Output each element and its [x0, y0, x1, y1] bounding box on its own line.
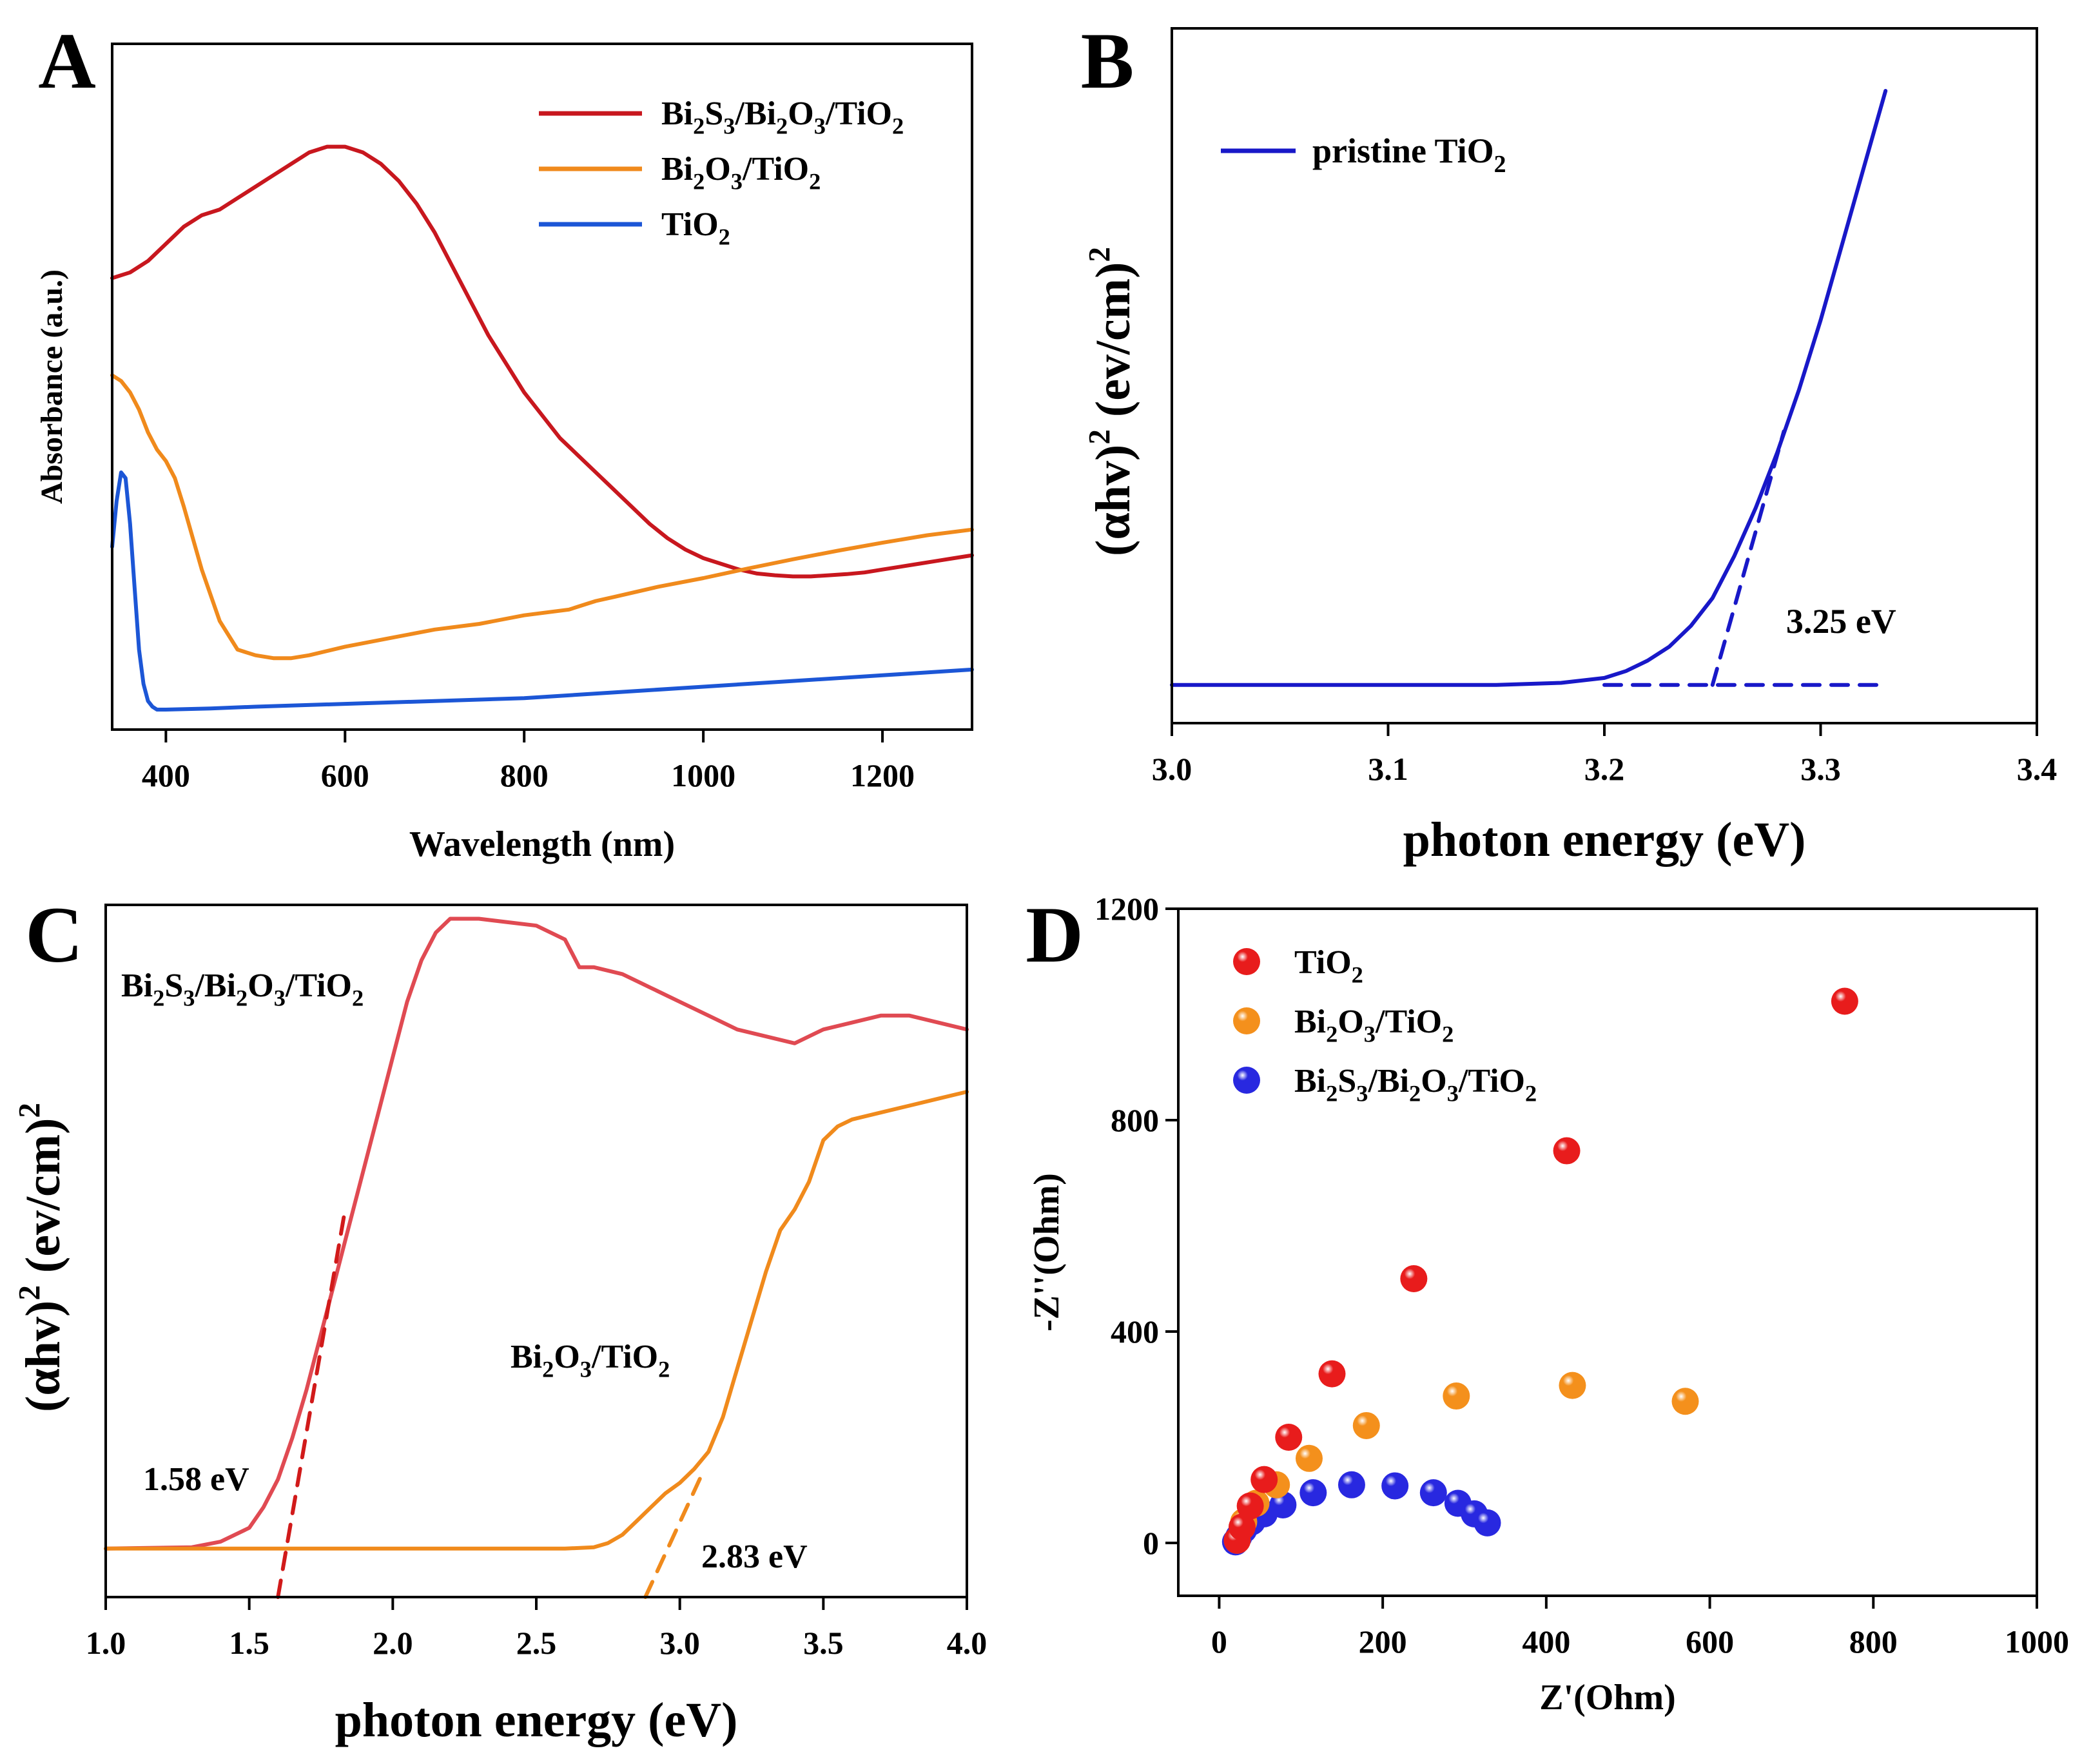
- x-axis-label: photon energy (eV): [335, 1693, 738, 1747]
- x-tick-label: 3.0: [659, 1625, 700, 1661]
- panel-a: 400 600 800 1000 1200 A Wavelength (nm) Absorba…: [35, 17, 974, 864]
- x-axis-label: photon energy (eV): [1403, 813, 1806, 867]
- x-tick-label: 1.5: [229, 1625, 269, 1661]
- scatter-point-2: [1295, 1444, 1323, 1472]
- y-axis-label: Absorbance (a.u.): [35, 269, 69, 504]
- series-line-1: [104, 916, 969, 1551]
- y-tick-label: 800: [1111, 1102, 1159, 1138]
- series-line-2: [104, 1090, 969, 1551]
- series-line-1: [1170, 89, 1888, 687]
- scatter-point-3: [1381, 1472, 1409, 1500]
- panel-d: 0 200 400 600 800 1000 0 400 800 1200 D Z'(Ohm) -Z''…: [1026, 891, 2069, 1718]
- x-tick-label: 3.1: [1368, 751, 1408, 787]
- legend-marker-3: [1233, 1067, 1260, 1094]
- x-tick-label: 800: [500, 757, 549, 793]
- x-tick-label: 2.5: [516, 1625, 557, 1661]
- legend-label-1: TiO2: [1294, 944, 1363, 988]
- panel-label: C: [25, 891, 83, 979]
- scatter-point-2: [1671, 1388, 1699, 1415]
- scatter-point-3: [1474, 1509, 1501, 1536]
- series-line-3: [110, 470, 974, 712]
- bandgap-annotation-2: 2.83 eV: [701, 1538, 808, 1575]
- scatter-point-2: [1559, 1371, 1586, 1399]
- series-line-4: [643, 1470, 705, 1599]
- legend-label-2: Bi2O3/TiO2: [1294, 1003, 1454, 1047]
- y-tick-label: 0: [1143, 1525, 1159, 1561]
- scatter-point-2: [1352, 1411, 1380, 1439]
- scatter-point-1: [1318, 1360, 1346, 1388]
- y-tick-label: 1200: [1095, 891, 1159, 927]
- x-tick-label: 3.2: [1584, 751, 1625, 787]
- scatter-point-2: [1443, 1382, 1470, 1410]
- x-tick-label: 400: [1522, 1623, 1570, 1660]
- y-axis-label: -Z''(Ohm): [1027, 1173, 1067, 1332]
- legend-marker-2: [1233, 1007, 1260, 1034]
- y-axis-label: (αhv)2 (ev/cm)2: [14, 1103, 70, 1412]
- bandgap-annotation-1: 1.58 eV: [143, 1461, 249, 1498]
- x-tick-label: 4.0: [947, 1625, 987, 1661]
- panel-label: B: [1081, 17, 1134, 105]
- plot-frame: [1171, 27, 2038, 724]
- series-line-2: [110, 373, 974, 661]
- x-tick-label: 1000: [671, 757, 735, 793]
- scatter-point-3: [1419, 1479, 1447, 1507]
- scatter-point-1: [1831, 987, 1858, 1015]
- x-tick-label: 0: [1211, 1623, 1227, 1660]
- x-tick-label: 3.3: [1800, 751, 1841, 787]
- legend-label: pristine TiO2: [1312, 131, 1506, 178]
- x-axis-label: Z'(Ohm): [1539, 1678, 1676, 1718]
- scatter-point-1: [1228, 1513, 1256, 1541]
- scatter-point-1: [1553, 1137, 1581, 1165]
- series-line-3: [276, 1214, 346, 1599]
- x-tick-label: 3.4: [2017, 751, 2058, 787]
- scatter-point-1: [1250, 1466, 1278, 1493]
- x-axis-label: Wavelength (nm): [409, 824, 675, 864]
- panel-label: D: [1026, 891, 1084, 979]
- legend-marker-1: [1233, 948, 1260, 975]
- legend-label-3: Bi2S3/Bi2O3/TiO2: [1294, 1063, 1537, 1107]
- panel-label: A: [38, 17, 96, 105]
- x-tick-label: 800: [1849, 1623, 1898, 1660]
- x-tick-label: 3.5: [803, 1625, 844, 1661]
- scatter-point-1: [1236, 1492, 1264, 1520]
- x-tick-label: 600: [1686, 1623, 1734, 1660]
- legend-label-3: TiO2: [661, 206, 730, 250]
- series-label-2: Bi2O3/TiO2: [511, 1339, 670, 1382]
- x-tick-label: 400: [142, 757, 190, 793]
- scatter-point-1: [1400, 1265, 1428, 1292]
- plot-frame: [1177, 907, 2038, 1597]
- x-tick-label: 1200: [850, 757, 915, 793]
- scatter-point-3: [1338, 1471, 1365, 1498]
- y-axis-label: (αhv)2 (ev/cm)2: [1084, 247, 1140, 556]
- x-tick-label: 1.0: [86, 1625, 126, 1661]
- series-line-1: [110, 144, 974, 579]
- x-tick-label: 600: [321, 757, 369, 793]
- x-tick-label: 2.0: [373, 1625, 413, 1661]
- scatter-point-3: [1299, 1479, 1327, 1507]
- x-tick-label: 200: [1359, 1623, 1407, 1660]
- series-label-1: Bi2S3/Bi2O3/TiO2: [121, 967, 364, 1011]
- legend-label-2: Bi2O3/TiO2: [661, 151, 821, 195]
- scatter-point-1: [1275, 1424, 1303, 1451]
- bandgap-annotation: 3.25 eV: [1786, 602, 1896, 641]
- x-tick-label: 3.0: [1152, 751, 1192, 787]
- legend-label-1: Bi2S3/Bi2O3/TiO2: [661, 95, 904, 139]
- plot-frame: [111, 43, 973, 731]
- y-tick-label: 400: [1111, 1313, 1159, 1350]
- series-line-2: [1710, 429, 1786, 687]
- x-tick-label: 1000: [2005, 1623, 2069, 1660]
